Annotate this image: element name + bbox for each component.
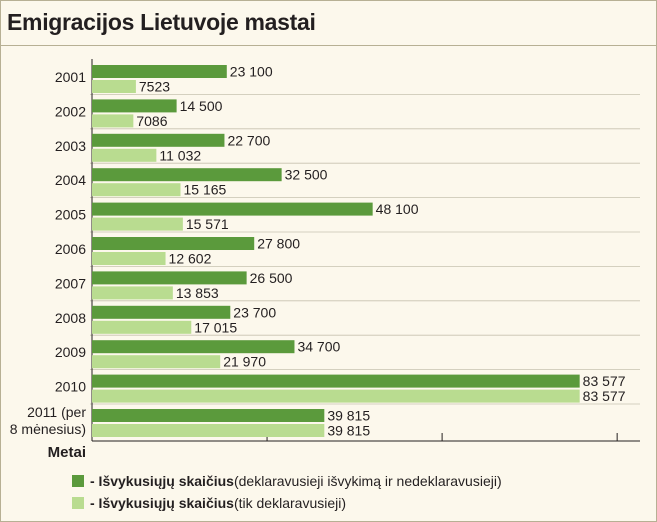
data-label: 15 571 xyxy=(186,216,229,232)
bar-declared xyxy=(92,114,134,128)
bar-declared xyxy=(92,389,580,403)
data-label: 13 853 xyxy=(176,285,219,301)
data-label: 12 602 xyxy=(169,251,212,267)
bar-total xyxy=(92,409,325,422)
legend-swatch-2 xyxy=(72,497,84,509)
category-label: 2001 xyxy=(55,69,86,85)
bar-total xyxy=(92,237,255,250)
category-label: 2004 xyxy=(55,172,86,188)
data-label: 39 815 xyxy=(327,408,370,424)
legend-label-1-bold: - Išvykusiųjų skaičius xyxy=(90,473,234,489)
category-label: 2008 xyxy=(55,310,86,326)
data-label: 11 032 xyxy=(159,147,201,163)
data-label: 23 700 xyxy=(233,304,276,320)
bar-declared xyxy=(92,183,181,197)
category-label: 2009 xyxy=(55,344,86,360)
bar-total xyxy=(92,305,231,319)
category-label: 2011 (per xyxy=(27,404,86,420)
bar-total xyxy=(92,374,580,388)
legend-label-2-bold: - Išvykusiųjų skaičius xyxy=(90,495,234,511)
category-label: 2005 xyxy=(55,207,86,223)
data-label: 23 100 xyxy=(230,64,273,80)
data-label: 17 015 xyxy=(194,319,237,335)
bar-declared xyxy=(92,286,173,300)
data-label: 22 700 xyxy=(227,132,270,148)
bar-total xyxy=(92,340,295,354)
legend-label-1-rest: (deklaravusieji išvykimą ir nedeklaravus… xyxy=(233,473,502,489)
data-label: 83 577 xyxy=(583,388,626,404)
bar-total xyxy=(92,202,373,216)
data-label: 15 165 xyxy=(183,182,226,198)
data-label: 32 500 xyxy=(285,167,328,183)
bar-declared xyxy=(92,355,221,369)
bar-declared xyxy=(92,252,166,265)
legend-label-2-rest: (tik deklaravusieji) xyxy=(233,495,347,511)
data-label: 39 815 xyxy=(327,423,370,439)
bar-total xyxy=(92,168,282,182)
data-label: 27 800 xyxy=(257,236,300,252)
legend-item-1: - Išvykusiųjų skaičius (deklaravusieji i… xyxy=(72,473,502,489)
data-label: 48 100 xyxy=(376,201,419,217)
chart-title: Emigracijos Lietuvoje mastai xyxy=(7,9,316,35)
category-label: 2003 xyxy=(55,138,86,154)
bar-total xyxy=(92,65,227,78)
data-label: 7523 xyxy=(139,79,170,95)
y-axis-label: Metai xyxy=(48,444,86,461)
bar-total xyxy=(92,271,247,285)
data-label: 26 500 xyxy=(250,270,293,286)
category-label: 2010 xyxy=(55,379,86,395)
data-label: 14 500 xyxy=(180,98,223,114)
title-divider xyxy=(1,45,656,46)
category-label: 2007 xyxy=(55,275,86,291)
bar-total xyxy=(92,133,225,147)
legend-item-2: - Išvykusiųjų skaičius (tik deklaravusie… xyxy=(72,495,346,511)
bar-declared xyxy=(92,148,157,162)
bar-declared xyxy=(92,424,325,437)
bar-declared xyxy=(92,320,192,334)
bar-total xyxy=(92,99,177,113)
bar-declared xyxy=(92,217,183,231)
data-label: 7086 xyxy=(136,113,167,129)
legend-swatch-1 xyxy=(72,475,84,487)
category-label: 2002 xyxy=(55,103,86,119)
data-label: 83 577 xyxy=(583,373,626,389)
category-label: 2006 xyxy=(55,241,86,257)
bar-declared xyxy=(92,80,136,93)
data-label: 21 970 xyxy=(223,354,266,370)
data-label: 34 700 xyxy=(297,339,340,355)
category-label: 8 mėnesius) xyxy=(10,421,86,437)
